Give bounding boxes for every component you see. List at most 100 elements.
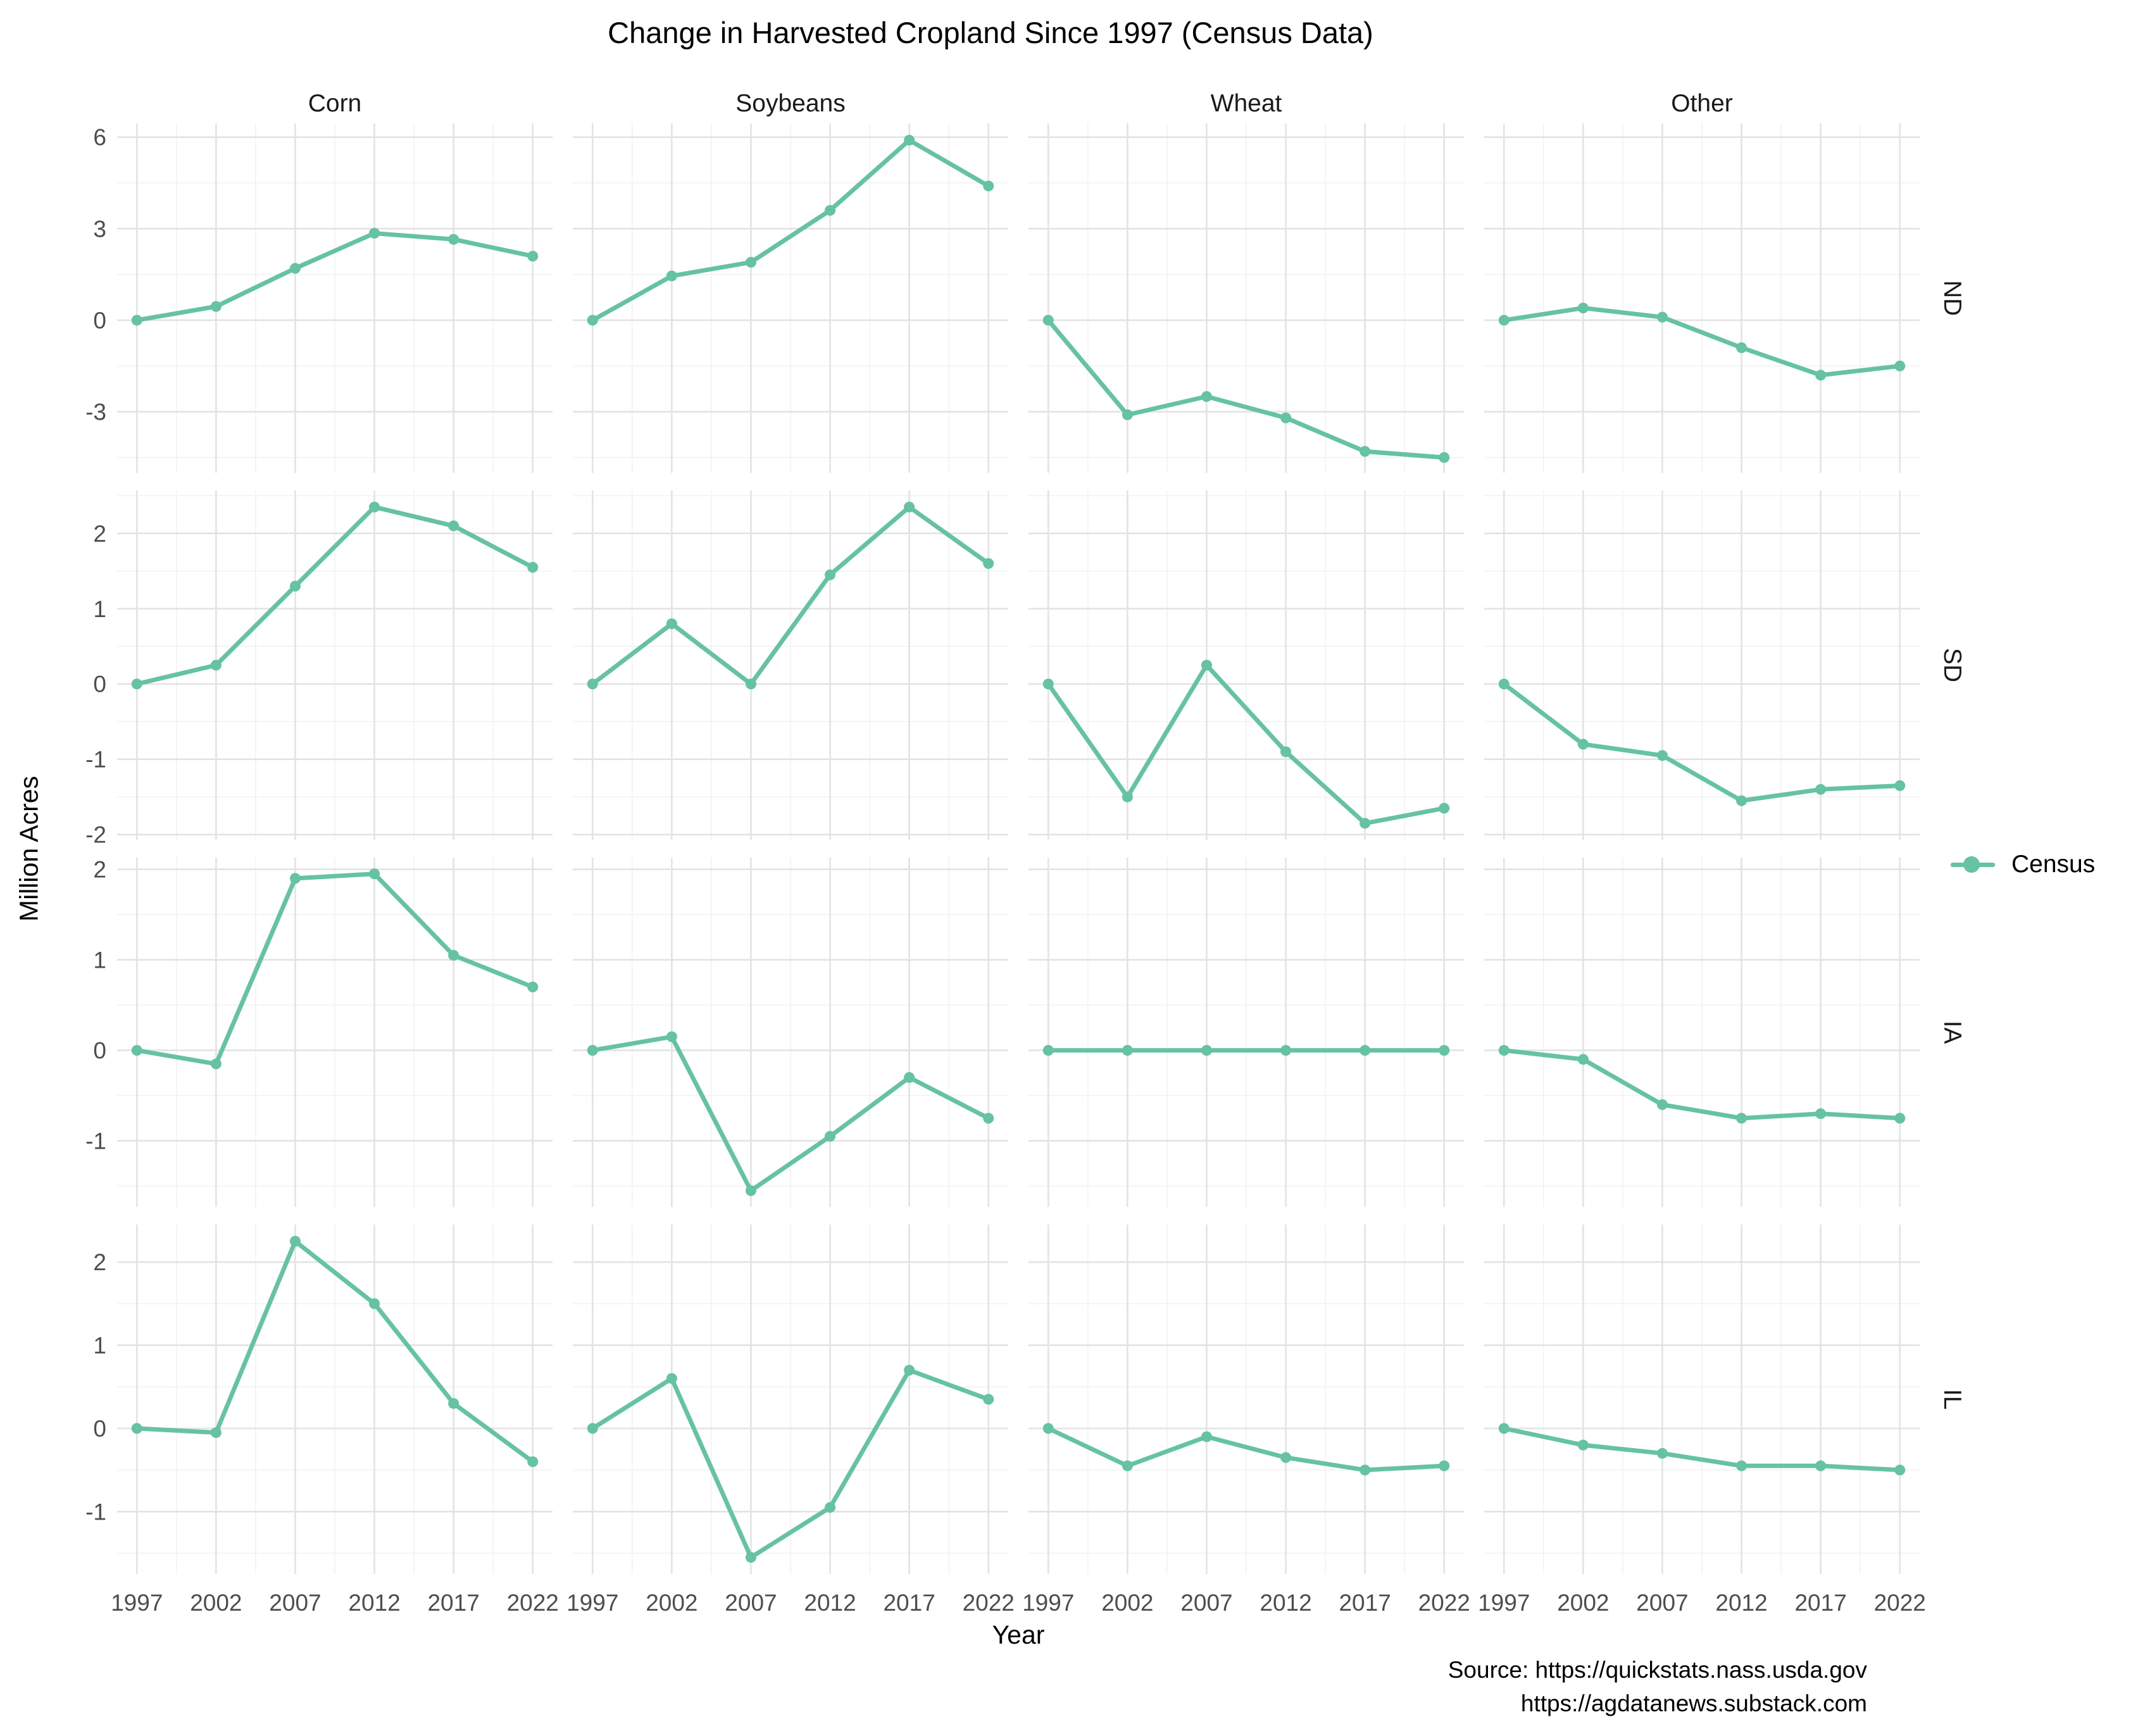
census-data-point xyxy=(1042,678,1054,690)
x-axis-tick-label: 2002 xyxy=(646,1590,697,1616)
y-axis-tick-label: -2 xyxy=(85,822,106,848)
census-series-line xyxy=(134,871,535,1066)
census-data-point xyxy=(825,569,836,580)
census-data-point xyxy=(1577,303,1589,314)
x-axis-tick-label: 2017 xyxy=(1794,1590,1846,1616)
x-axis-tick-label: 2007 xyxy=(725,1590,777,1616)
x-axis-tick-label: 2012 xyxy=(804,1590,856,1616)
census-data-point xyxy=(666,1373,677,1384)
chart-title: Change in Harvested Cropland Since 1997 … xyxy=(608,16,1373,49)
census-data-point xyxy=(1201,1431,1212,1442)
legend-point-swatch xyxy=(1963,856,1980,873)
census-data-point xyxy=(1656,1099,1668,1110)
x-axis-tick-label: 2017 xyxy=(1339,1590,1391,1616)
census-data-point xyxy=(1201,390,1212,402)
census-data-point xyxy=(1280,412,1292,423)
census-data-point xyxy=(448,949,459,961)
census-data-point xyxy=(1815,1460,1827,1471)
census-data-point xyxy=(527,1456,539,1468)
census-data-point xyxy=(1360,446,1371,457)
legend-item-label: Census xyxy=(2011,851,2096,878)
census-series-line xyxy=(590,504,991,687)
x-axis-tick-label: 2017 xyxy=(427,1590,479,1616)
x-axis-tick-label: 2007 xyxy=(1636,1590,1688,1616)
x-axis-tick-label: 2012 xyxy=(348,1590,400,1616)
census-data-point xyxy=(210,1427,222,1439)
facet-row-label: SD xyxy=(1939,648,1966,682)
y-axis-tick-label: 1 xyxy=(93,596,106,622)
census-data-point xyxy=(1360,1045,1371,1056)
census-data-point xyxy=(289,263,301,274)
census-data-point xyxy=(983,180,994,192)
x-axis-tick-label: 2002 xyxy=(1557,1590,1609,1616)
legend: Census xyxy=(1951,848,2095,881)
census-data-point xyxy=(1360,1464,1371,1476)
census-data-point xyxy=(904,501,915,513)
census-data-point xyxy=(983,1394,994,1405)
census-data-point xyxy=(745,1552,756,1563)
census-data-point xyxy=(1360,818,1371,829)
census-data-point xyxy=(1201,659,1212,671)
y-axis-tick-label: 0 xyxy=(93,671,106,697)
census-data-point xyxy=(527,251,539,262)
census-data-point xyxy=(289,873,301,884)
census-data-point xyxy=(587,1045,598,1056)
census-series-line xyxy=(134,231,535,323)
census-series-line xyxy=(134,504,535,687)
census-data-point xyxy=(1498,315,1510,326)
census-data-point xyxy=(904,135,915,146)
census-data-point xyxy=(1736,795,1747,806)
census-data-point xyxy=(1122,791,1133,802)
x-axis-title: Year xyxy=(992,1620,1045,1649)
census-data-point xyxy=(904,1072,915,1083)
census-series-line xyxy=(1501,306,1903,378)
y-axis-tick-label: 3 xyxy=(93,216,106,242)
census-data-point xyxy=(527,561,539,573)
census-data-point xyxy=(1498,678,1510,690)
census-data-point xyxy=(587,315,598,326)
census-series-line xyxy=(1046,318,1447,460)
census-data-point xyxy=(1498,1423,1510,1434)
x-axis-tick-label: 2007 xyxy=(269,1590,321,1616)
census-data-point xyxy=(1577,739,1589,750)
facet-row-label: ND xyxy=(1939,280,1966,316)
y-axis-tick-label: 2 xyxy=(93,857,106,883)
y-axis-tick-label: 1 xyxy=(93,947,106,973)
y-axis-title: Million Acres xyxy=(14,775,44,922)
census-data-point xyxy=(1894,1113,1906,1124)
census-data-point xyxy=(289,1235,301,1247)
y-axis-tick-label: -3 xyxy=(85,399,106,425)
census-data-point xyxy=(1201,1045,1212,1056)
census-data-point xyxy=(1577,1439,1589,1451)
census-data-point xyxy=(1656,311,1668,323)
census-data-point xyxy=(587,678,598,690)
census-data-point xyxy=(1280,1452,1292,1463)
census-data-point xyxy=(983,558,994,569)
census-data-point xyxy=(1439,452,1450,463)
census-data-point xyxy=(825,204,836,216)
x-axis-tick-label: 2022 xyxy=(1874,1590,1926,1616)
census-data-point xyxy=(448,234,459,245)
census-data-point xyxy=(1894,780,1906,791)
census-data-point xyxy=(1736,1113,1747,1124)
census-series-line xyxy=(1046,1426,1447,1473)
census-data-point xyxy=(983,1113,994,1124)
census-data-point xyxy=(745,1185,756,1196)
census-data-point xyxy=(1280,1045,1292,1056)
census-data-point xyxy=(210,1058,222,1070)
census-data-point xyxy=(1122,1460,1133,1471)
census-data-point xyxy=(825,1130,836,1142)
census-data-point xyxy=(1042,1423,1054,1434)
census-data-point xyxy=(527,981,539,992)
census-data-point xyxy=(131,1045,142,1056)
x-axis-tick-label: 1997 xyxy=(111,1590,163,1616)
census-data-point xyxy=(1656,1447,1668,1459)
facet-row-label: IL xyxy=(1939,1389,1966,1410)
facet-column-label: Other xyxy=(1671,90,1733,117)
census-data-point xyxy=(289,580,301,592)
census-series-line xyxy=(134,1239,535,1464)
census-data-point xyxy=(369,228,380,239)
census-data-point xyxy=(666,1031,677,1042)
